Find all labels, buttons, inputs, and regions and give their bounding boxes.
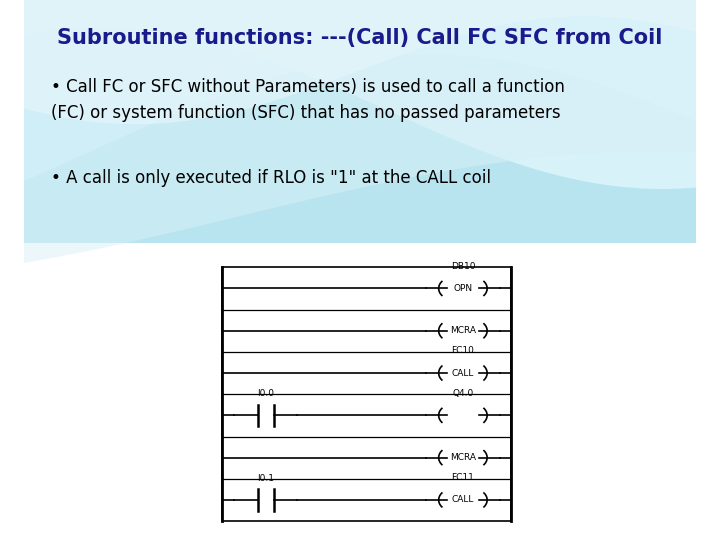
Text: DB10: DB10 [451, 261, 475, 271]
Text: MCRA: MCRA [450, 326, 476, 335]
Text: Subroutine functions: ---(Call) Call FC SFC from Coil: Subroutine functions: ---(Call) Call FC … [58, 28, 662, 48]
Text: I0.1: I0.1 [257, 474, 274, 483]
Text: I0.0: I0.0 [257, 389, 274, 398]
Text: • A call is only executed if RLO is "1" at the CALL coil: • A call is only executed if RLO is "1" … [50, 169, 490, 187]
Polygon shape [24, 0, 696, 181]
Polygon shape [24, 0, 696, 243]
Text: CALL: CALL [451, 496, 474, 504]
Polygon shape [24, 0, 696, 263]
Polygon shape [24, 243, 696, 540]
Text: OPN: OPN [454, 284, 472, 293]
Text: FC10: FC10 [451, 346, 474, 355]
Text: Q4.0: Q4.0 [452, 388, 474, 397]
Polygon shape [24, 0, 696, 189]
Polygon shape [24, 0, 696, 124]
Bar [222, 267, 511, 521]
Text: FC11: FC11 [451, 473, 474, 482]
Text: CALL: CALL [451, 368, 474, 377]
Text: MCRA: MCRA [450, 453, 476, 462]
Text: • Call FC or SFC without Parameters) is used to call a function
(FC) or system f: • Call FC or SFC without Parameters) is … [50, 78, 564, 122]
